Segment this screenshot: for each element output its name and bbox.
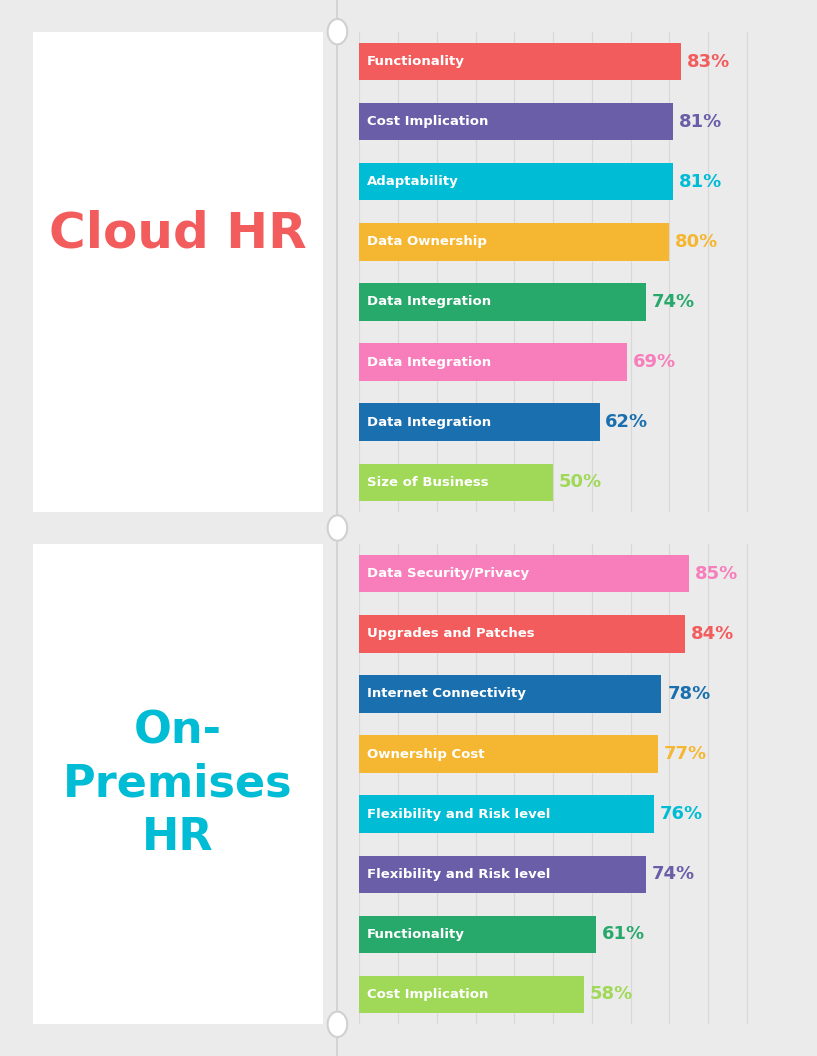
Bar [359,223,669,261]
Text: 78%: 78% [667,685,711,703]
FancyBboxPatch shape [33,46,323,527]
Text: 81%: 81% [679,113,722,131]
Text: 69%: 69% [632,353,676,371]
FancyBboxPatch shape [29,24,327,520]
Text: 77%: 77% [663,746,707,763]
Bar [359,403,600,440]
Text: Adaptability: Adaptability [367,175,459,188]
Text: Data Integration: Data Integration [367,356,491,369]
Text: Data Security/Privacy: Data Security/Privacy [367,567,529,581]
Text: 74%: 74% [652,293,695,310]
Text: Flexibility and Risk level: Flexibility and Risk level [367,868,551,881]
Text: Cost Implication: Cost Implication [367,115,489,128]
Bar [359,916,596,953]
Text: Upgrades and Patches: Upgrades and Patches [367,627,535,640]
Text: 74%: 74% [652,865,695,883]
Text: 62%: 62% [605,413,649,431]
Text: 61%: 61% [601,925,645,943]
Text: Cloud HR: Cloud HR [49,209,306,258]
Bar [359,343,627,380]
Text: Flexibility and Risk level: Flexibility and Risk level [367,808,551,821]
Bar [359,676,662,713]
Text: 85%: 85% [694,565,738,583]
Bar [359,103,673,140]
Text: Cost Implication: Cost Implication [367,987,489,1001]
Text: Data Integration: Data Integration [367,296,491,308]
Text: 50%: 50% [559,473,602,491]
FancyBboxPatch shape [33,559,323,1039]
Text: 76%: 76% [659,805,703,823]
Text: Functionality: Functionality [367,928,465,941]
Text: 81%: 81% [679,173,722,191]
Text: Size of Business: Size of Business [367,475,489,489]
Text: Data Integration: Data Integration [367,416,491,429]
FancyBboxPatch shape [29,536,327,1032]
Bar [359,555,689,592]
Text: Internet Connectivity: Internet Connectivity [367,687,526,700]
Bar [359,976,584,1013]
Text: Ownership Cost: Ownership Cost [367,748,484,760]
Text: Data Ownership: Data Ownership [367,235,487,248]
Bar [359,164,673,201]
Bar [359,735,658,773]
Bar [359,283,646,321]
Text: 84%: 84% [690,625,734,643]
Text: 83%: 83% [686,53,730,71]
Text: Functionality: Functionality [367,55,465,69]
Text: 58%: 58% [590,985,633,1003]
Bar [359,464,553,501]
Bar [359,855,646,892]
Text: 80%: 80% [675,233,718,251]
Bar [359,616,685,653]
Bar [359,795,654,833]
Bar [359,43,681,80]
Text: On-
Premises
HR: On- Premises HR [63,710,292,859]
